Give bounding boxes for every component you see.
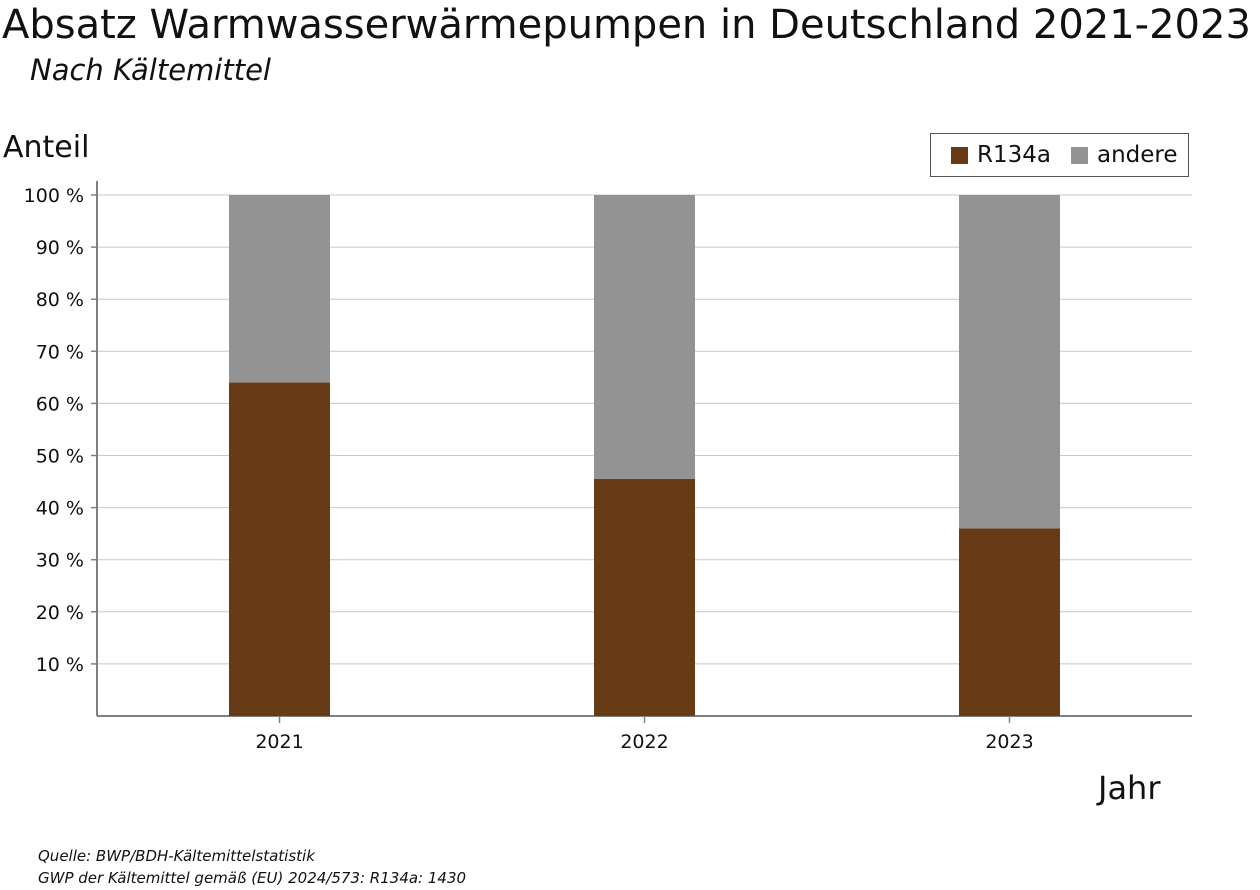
bar-r134a-2023 <box>959 528 1060 716</box>
y-tick-label: 40 % <box>36 498 84 520</box>
bar-andere-2023 <box>959 195 1060 529</box>
y-tick-label: 50 % <box>36 446 84 468</box>
y-tick-label: 80 % <box>36 289 84 311</box>
bar-r134a-2021 <box>229 382 330 716</box>
x-tick-label: 2023 <box>985 731 1033 753</box>
legend-label-andere: andere <box>1096 142 1178 168</box>
x-tick-label: 2022 <box>620 731 668 753</box>
bar-andere-2022 <box>594 195 695 479</box>
legend: R134a andere <box>930 133 1189 177</box>
legend-item-andere: andere <box>1070 142 1178 168</box>
x-tick-label: 2021 <box>255 731 303 753</box>
bar-andere-2021 <box>229 195 330 383</box>
gwp-note: GWP der Kältemittel gemäß (EU) 2024/573:… <box>38 869 467 887</box>
legend-swatch-andere <box>1070 146 1088 164</box>
y-tick-label: 90 % <box>36 237 84 259</box>
y-tick-label: 100 % <box>24 185 84 207</box>
y-tick-label: 30 % <box>36 550 84 572</box>
x-axis-label: Jahr <box>1098 769 1161 807</box>
y-tick-label: 70 % <box>36 341 84 363</box>
y-tick-label: 60 % <box>36 393 84 415</box>
y-axis-label: Anteil <box>3 130 90 165</box>
chart-title: Absatz Warmwasserwärmepumpen in Deutschl… <box>2 2 1251 48</box>
legend-swatch-r134a <box>951 146 968 164</box>
y-tick-label: 10 % <box>36 654 84 676</box>
source-note: Quelle: BWP/BDH-Kältemittelstatistik <box>38 847 315 865</box>
chart-subtitle: Nach Kältemittel <box>30 53 271 87</box>
legend-label-r134a: R134a <box>977 142 1051 168</box>
y-tick-label: 20 % <box>36 602 84 624</box>
legend-item-r134a: R134a <box>951 142 1051 168</box>
bar-r134a-2022 <box>594 478 695 716</box>
